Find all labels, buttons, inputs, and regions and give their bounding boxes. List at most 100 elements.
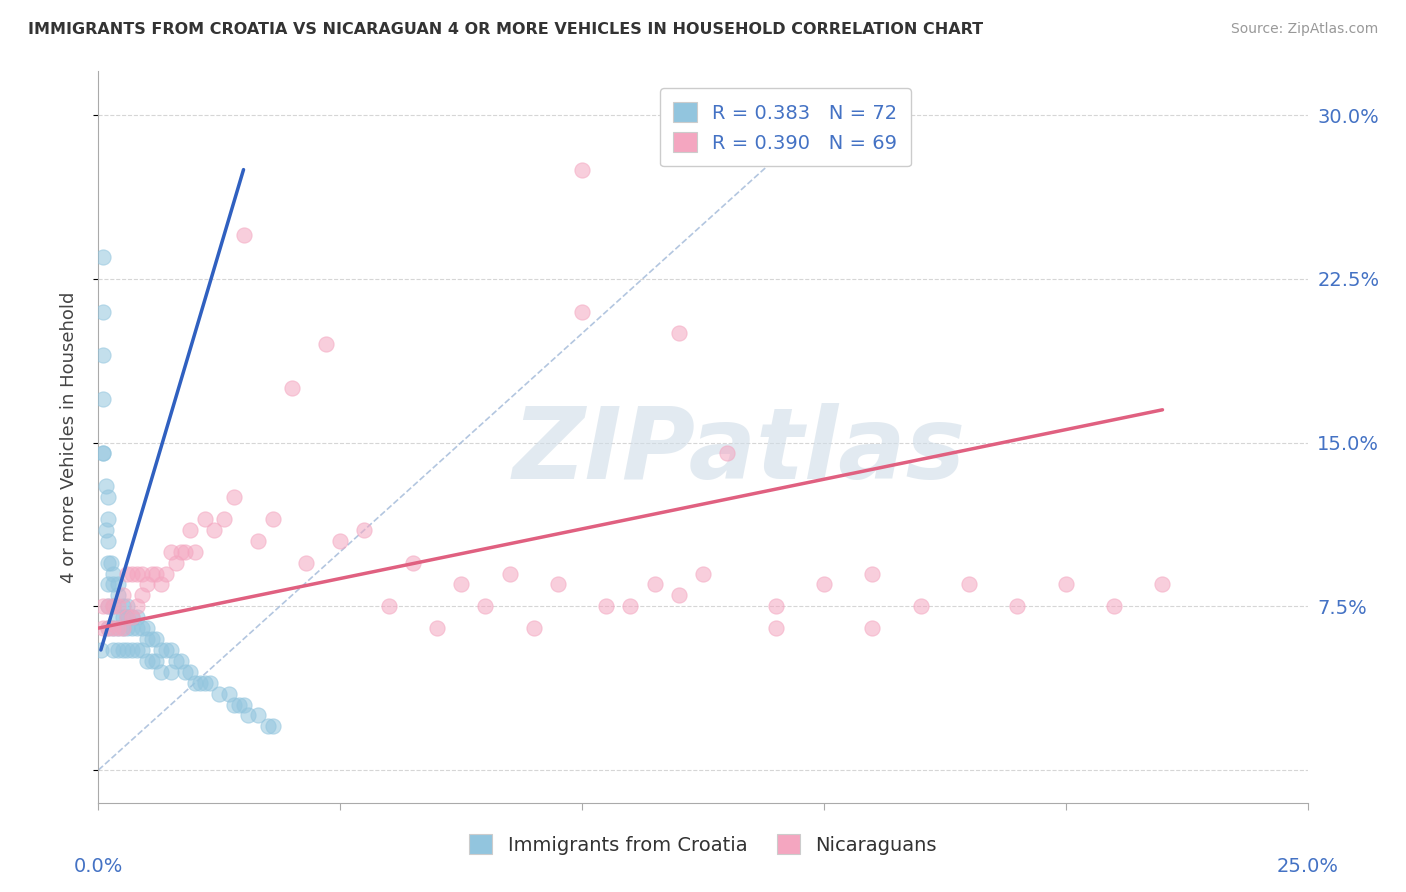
- Point: [91, 599, 114, 614]
- Point: [91, 446, 114, 460]
- Point: [97, 599, 120, 614]
- Point: [101, 566, 124, 581]
- Point: [169, 545, 191, 559]
- Point: [127, 610, 149, 624]
- Point: [90, 643, 112, 657]
- Point: [668, 326, 690, 341]
- Point: [222, 490, 245, 504]
- Point: [353, 523, 375, 537]
- Point: [329, 533, 352, 548]
- Point: [498, 566, 520, 581]
- Point: [97, 533, 120, 548]
- Point: [91, 392, 114, 406]
- Point: [160, 665, 183, 679]
- Point: [91, 304, 114, 318]
- Point: [107, 610, 129, 624]
- Point: [571, 304, 593, 318]
- Point: [135, 577, 157, 591]
- Point: [571, 162, 593, 177]
- Point: [194, 675, 217, 690]
- Point: [1152, 577, 1174, 591]
- Point: [910, 599, 932, 614]
- Point: [101, 577, 124, 591]
- Point: [97, 490, 120, 504]
- Point: [135, 654, 157, 668]
- Point: [91, 621, 114, 635]
- Point: [668, 588, 690, 602]
- Point: [523, 621, 546, 635]
- Point: [107, 643, 129, 657]
- Point: [1102, 599, 1125, 614]
- Point: [184, 545, 207, 559]
- Point: [1007, 599, 1029, 614]
- Point: [165, 556, 187, 570]
- Point: [111, 588, 134, 602]
- Point: [131, 621, 153, 635]
- Point: [595, 599, 617, 614]
- Point: [281, 381, 304, 395]
- Point: [101, 599, 124, 614]
- Point: [117, 599, 139, 614]
- Point: [97, 621, 120, 635]
- Point: [474, 599, 496, 614]
- Point: [127, 621, 149, 635]
- Point: [218, 687, 240, 701]
- Point: [155, 643, 177, 657]
- Point: [131, 643, 153, 657]
- Point: [145, 632, 167, 646]
- Point: [165, 654, 187, 668]
- Point: [184, 675, 207, 690]
- Point: [131, 566, 153, 581]
- Point: [174, 545, 197, 559]
- Text: 25.0%: 25.0%: [1277, 857, 1339, 876]
- Point: [91, 250, 114, 264]
- Point: [121, 610, 143, 624]
- Point: [155, 566, 177, 581]
- Point: [179, 523, 201, 537]
- Point: [107, 621, 129, 635]
- Point: [141, 654, 163, 668]
- Point: [141, 566, 163, 581]
- Point: [150, 577, 173, 591]
- Point: [247, 533, 270, 548]
- Point: [97, 621, 120, 635]
- Point: [174, 665, 197, 679]
- Legend: Immigrants from Croatia, Nicaraguans: Immigrants from Croatia, Nicaraguans: [457, 822, 949, 866]
- Point: [145, 654, 167, 668]
- Point: [131, 588, 153, 602]
- Point: [94, 523, 117, 537]
- Point: [169, 654, 191, 668]
- Point: [238, 708, 260, 723]
- Point: [208, 687, 231, 701]
- Point: [101, 621, 124, 635]
- Point: [117, 610, 139, 624]
- Point: [860, 621, 883, 635]
- Point: [426, 621, 449, 635]
- Point: [145, 566, 167, 581]
- Point: [222, 698, 245, 712]
- Point: [117, 621, 139, 635]
- Point: [111, 610, 134, 624]
- Point: [135, 632, 157, 646]
- Point: [228, 698, 250, 712]
- Point: [121, 621, 143, 635]
- Point: [141, 632, 163, 646]
- Point: [256, 719, 278, 733]
- Point: [377, 599, 399, 614]
- Point: [94, 479, 117, 493]
- Point: [100, 556, 122, 570]
- Point: [111, 599, 134, 614]
- Point: [295, 556, 318, 570]
- Point: [111, 643, 134, 657]
- Point: [117, 610, 139, 624]
- Point: [121, 610, 143, 624]
- Point: [97, 556, 120, 570]
- Point: [150, 665, 173, 679]
- Point: [117, 643, 139, 657]
- Point: [97, 512, 120, 526]
- Point: [107, 599, 129, 614]
- Point: [957, 577, 980, 591]
- Point: [813, 577, 835, 591]
- Point: [107, 621, 129, 635]
- Point: [97, 577, 120, 591]
